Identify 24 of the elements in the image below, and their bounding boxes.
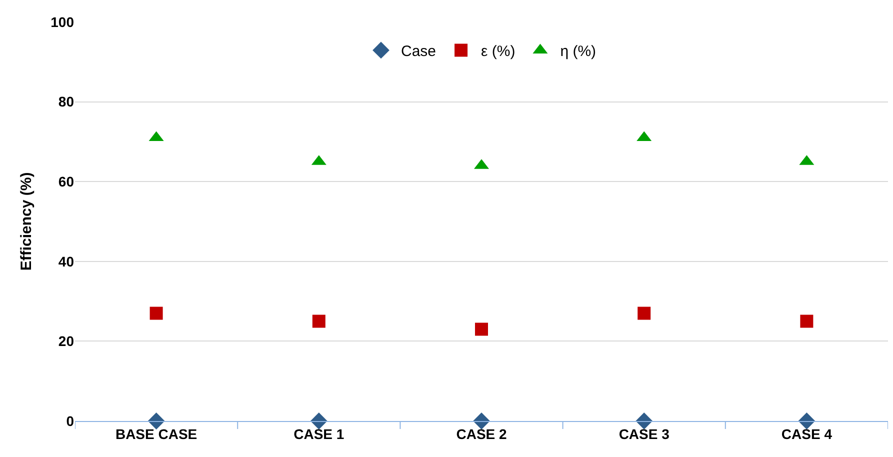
y-tick-label: 100 [50, 14, 74, 30]
point [798, 412, 816, 430]
legend-label: ε (%) [481, 43, 516, 60]
y-tick-label: 0 [66, 412, 74, 429]
legend-label: Case [401, 43, 436, 60]
point [148, 412, 165, 430]
y-tick-label: 80 [58, 94, 74, 110]
point [475, 322, 488, 336]
x-tick-label: CASE 3 [618, 426, 670, 442]
point [636, 412, 653, 430]
y-tick-label: 40 [58, 253, 74, 270]
y-tick-label: 60 [58, 174, 74, 190]
y-axis-title: Efficiency (%) [18, 172, 35, 271]
legend-label: η (%) [560, 43, 596, 60]
y-tick-label: 20 [58, 333, 74, 350]
x-tick-label: CASE 4 [781, 426, 832, 442]
x-tick-label: CASE 2 [456, 426, 507, 442]
x-tick-label: BASE CASE [115, 426, 198, 442]
point [800, 314, 814, 328]
x-tick-label: CASE 1 [294, 426, 344, 442]
point [638, 306, 651, 320]
point [312, 314, 326, 328]
point [150, 306, 163, 320]
point [310, 412, 328, 430]
